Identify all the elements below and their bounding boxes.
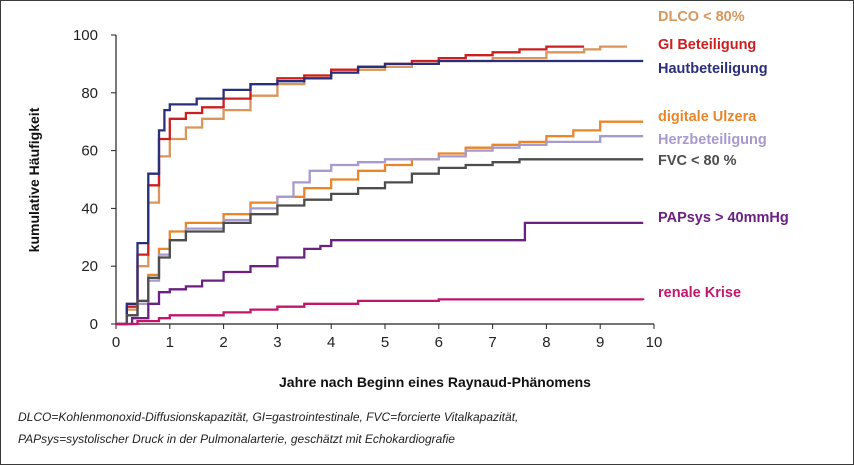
series-label-6: FVC < 80 % [658,153,737,169]
y-tick-label: 80 [81,85,98,102]
y-tick-label: 20 [81,258,98,275]
series-label-2: GI Beteiligung [658,37,756,53]
series-line-5 [116,135,644,326]
y-tick-label: 100 [73,27,98,44]
series-lines [116,45,645,326]
x-tick-label: 10 [646,334,663,351]
series-line-7 [116,221,644,326]
series-label-4: digitale Ulzera [658,109,757,125]
series-label-1: DLCO < 80% [658,9,745,25]
y-axis-title: kumulative Häufigkeit [26,107,42,252]
series-label-3: Hautbeteiligung [658,61,768,77]
x-tick-label: 5 [381,334,389,351]
x-tick-label: 2 [219,334,227,351]
series-line-3 [116,59,644,326]
x-tick-label: 0 [112,334,120,351]
x-tick-label: 6 [435,334,443,351]
series-label-7: PAPsys > 40mmHg [658,210,789,226]
series-labels: DLCO < 80% GI Beteiligung Hautbeteiligung d… [658,9,789,301]
x-tick-label: 4 [327,334,335,351]
series-line-1 [116,45,628,326]
series-label-8: renale Krise [658,285,741,301]
x-tick-label: 9 [596,334,604,351]
y-tick-label: 60 [81,143,98,160]
y-tick-label: 0 [90,316,98,333]
x-tick-label: 7 [488,334,496,351]
x-tick-label: 3 [273,334,281,351]
y-tick-label: 40 [81,200,98,217]
x-tick-label: 1 [166,334,174,351]
series-label-5: Herzbeteiligung [658,132,767,148]
series-line-6 [116,158,644,326]
x-axis-title: Jahre nach Beginn eines Raynaud-Phänomen… [279,374,591,390]
x-tick-label: 8 [542,334,550,351]
series-line-2 [116,45,585,326]
footnote-line-2: PAPsys=systolischer Druck in der Pulmona… [18,432,455,446]
footnote-line-1: DLCO=Kohlenmonoxid-Diffusionskapazität, … [18,410,519,424]
series-line-8 [116,298,645,326]
